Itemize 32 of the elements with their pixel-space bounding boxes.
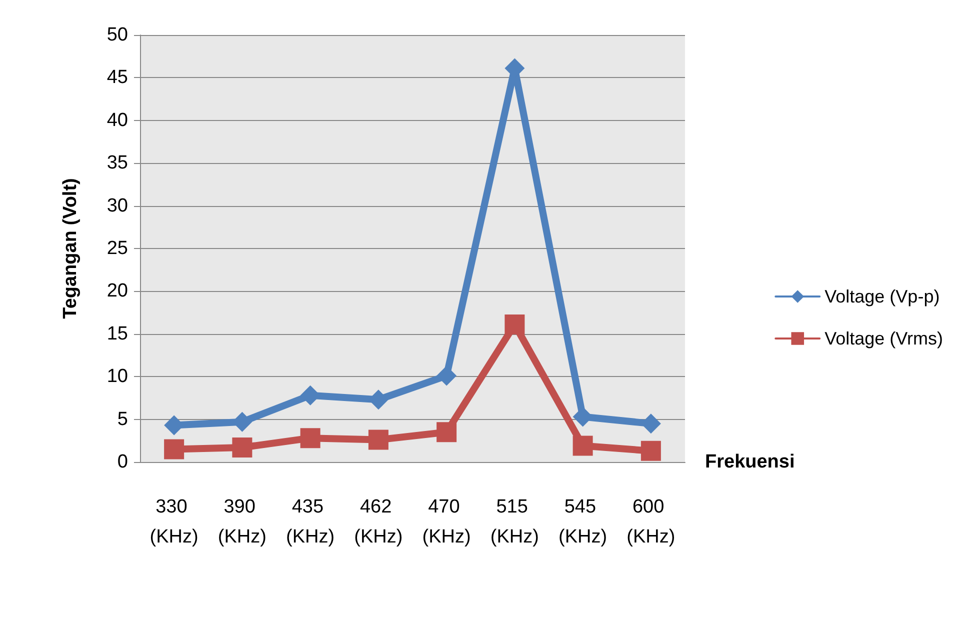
- x-tick-label: 600 (KHz): [626, 496, 676, 548]
- x-tick-label: 435 (KHz): [286, 496, 335, 548]
- point: [436, 422, 457, 442]
- x-tick-label: 330 (KHz): [150, 496, 198, 548]
- y-axis-title: Tegangan (Volt): [60, 178, 81, 319]
- point: [504, 314, 525, 335]
- point: [436, 366, 457, 386]
- y-tick-label: 30: [106, 195, 128, 216]
- y-tick-label: 40: [106, 110, 128, 131]
- point: [572, 436, 593, 456]
- point: [164, 439, 184, 460]
- point: [640, 440, 661, 461]
- legend-label: Voltage (Vp-p): [824, 286, 940, 306]
- y-tick-label: 0: [117, 452, 128, 472]
- y-tick-label: 45: [106, 67, 128, 88]
- x-tick-label: 545 (KHz): [558, 496, 608, 548]
- y-tick-label: 35: [106, 152, 128, 174]
- x-tick-label: 470 (KHz): [422, 496, 471, 548]
- y-tick-label: 15: [106, 323, 128, 344]
- legend-label: Voltage (Vrms): [824, 328, 944, 348]
- y-tick-label: 25: [106, 238, 128, 259]
- y-tick-label: 50: [106, 24, 128, 46]
- point: [300, 428, 320, 448]
- x-tick-label: 390 (KHz): [218, 496, 266, 548]
- x-axis-title: Frekuensi: [705, 452, 795, 472]
- y-tick-label: 20: [106, 280, 128, 302]
- x-tick-label: 515 (KHz): [490, 496, 539, 548]
- point: [368, 430, 388, 450]
- y-tick-label: 5: [117, 408, 128, 430]
- point: [232, 437, 252, 458]
- x-tick-label: 462 (KHz): [354, 496, 403, 548]
- y-tick-label: 10: [106, 366, 128, 388]
